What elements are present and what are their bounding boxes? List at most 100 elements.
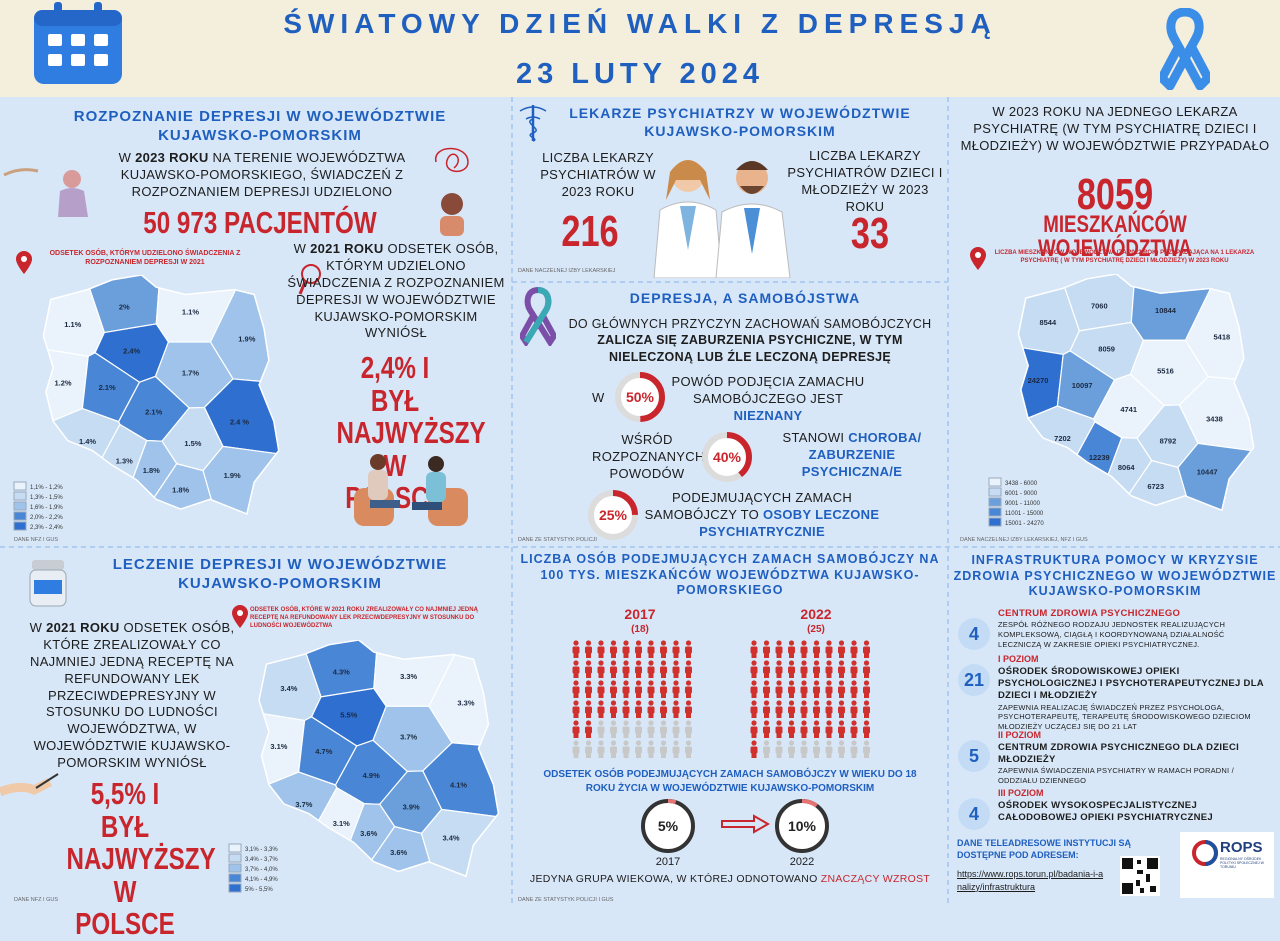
legs bbox=[573, 653, 579, 658]
legend-label: 4,1% - 4,9% bbox=[245, 877, 278, 883]
body bbox=[775, 686, 783, 694]
legs bbox=[623, 733, 629, 738]
body bbox=[850, 726, 858, 734]
region-label: 3.3% bbox=[400, 672, 417, 681]
person-icon bbox=[813, 660, 820, 678]
head bbox=[660, 640, 667, 646]
country-outline bbox=[42, 275, 280, 515]
person-icon bbox=[763, 660, 770, 678]
legs bbox=[623, 693, 629, 698]
legs bbox=[686, 673, 691, 678]
person-icon bbox=[660, 640, 667, 658]
person-icon bbox=[813, 720, 820, 738]
head bbox=[573, 700, 579, 706]
body bbox=[788, 706, 795, 714]
legs bbox=[573, 733, 579, 738]
head bbox=[573, 680, 579, 686]
level: II POZIOM bbox=[998, 730, 1042, 740]
year: 2017 bbox=[655, 856, 681, 868]
treatment-text: W 2021 ROKU ODSETEK OSÓB, KTÓRE ZREALIZO… bbox=[18, 620, 246, 772]
person-icon bbox=[813, 740, 820, 758]
legs bbox=[686, 713, 691, 718]
body bbox=[813, 726, 820, 734]
body bbox=[635, 666, 642, 674]
legend-label: 3,7% - 4,0% bbox=[245, 867, 278, 873]
legs bbox=[776, 753, 782, 758]
legs bbox=[764, 753, 769, 758]
legs bbox=[636, 713, 641, 718]
body bbox=[647, 726, 655, 734]
body bbox=[610, 706, 617, 714]
legs bbox=[839, 693, 844, 698]
body bbox=[750, 726, 758, 734]
person-icon bbox=[647, 720, 655, 738]
person-icon bbox=[622, 700, 630, 718]
donut-arc bbox=[615, 372, 665, 422]
magnifier-icon bbox=[298, 264, 321, 295]
url[interactable]: https://www.rops.torun.pl/badania-i-anal… bbox=[957, 869, 1104, 892]
region bbox=[1018, 274, 1081, 356]
legend-label: 5% - 5,5% bbox=[245, 887, 273, 893]
person-icon bbox=[863, 720, 870, 738]
treatment-highlight: 5,5% I BYŁ NAJWYŻSZY W POLSCE bbox=[50, 777, 216, 941]
country-outline bbox=[258, 640, 500, 878]
region-label: 8059 bbox=[1098, 345, 1115, 354]
head bbox=[751, 720, 757, 726]
source: DANE NFZ I GUS bbox=[14, 537, 59, 543]
legs bbox=[648, 673, 654, 678]
body bbox=[672, 746, 680, 754]
region-label: 1.1% bbox=[64, 320, 81, 329]
person-icon bbox=[622, 660, 630, 678]
legs bbox=[789, 673, 794, 678]
head bbox=[685, 640, 692, 646]
body bbox=[850, 746, 858, 754]
legs bbox=[839, 713, 844, 718]
region-label: 3.9% bbox=[403, 802, 420, 811]
legs bbox=[839, 673, 844, 678]
children-label: LICZBA LEKARZY PSYCHIATRÓW DZIECI I MŁOD… bbox=[787, 148, 943, 214]
legend-label: 11001 - 15000 bbox=[1005, 511, 1044, 517]
body bbox=[788, 746, 795, 754]
person-icon bbox=[597, 660, 605, 678]
person-icon bbox=[800, 700, 808, 718]
person-icon bbox=[585, 680, 592, 698]
legs bbox=[801, 693, 807, 698]
unit: MIESZKAŃCÓW WOJEWÓDZTWA bbox=[1038, 211, 1192, 262]
legs bbox=[851, 653, 857, 658]
text: 2021 ROKU bbox=[310, 241, 384, 256]
person-icon bbox=[838, 700, 845, 718]
legs bbox=[648, 733, 654, 738]
person-icon bbox=[863, 640, 870, 658]
head bbox=[776, 740, 782, 746]
legend-label: 3,4% - 3,7% bbox=[245, 857, 278, 863]
legend-swatch bbox=[988, 517, 1002, 527]
legs bbox=[751, 693, 757, 698]
legs bbox=[839, 653, 844, 658]
suicide-intro: DO GŁÓWNYCH PRZYCZYN ZACHOWAŃ SAMOBÓJCZY… bbox=[555, 316, 945, 365]
infra-title: INFRASTRUKTURA POMOCY W KRYZYSIE ZDROWIA… bbox=[953, 553, 1277, 599]
per-doctor-unit: MIESZKAŃCÓW WOJEWÓDZTWA bbox=[960, 213, 1270, 261]
legs bbox=[826, 693, 832, 698]
head bbox=[598, 660, 604, 666]
adults-value: 216 bbox=[535, 210, 645, 254]
head bbox=[673, 720, 679, 726]
legend-swatch bbox=[228, 873, 242, 883]
body bbox=[685, 666, 692, 674]
head bbox=[598, 680, 604, 686]
caduceus-icon bbox=[519, 105, 547, 142]
stat-text: PODEJMUJĄCYCH ZAMACH SAMOBÓJCZY TO OSOBY… bbox=[642, 490, 882, 541]
legs bbox=[661, 653, 666, 658]
map-caption: ODSETEK OSÓB, KTÓRE W 2021 ROKU ZREALIZO… bbox=[250, 607, 478, 630]
region-label: 4741 bbox=[1120, 405, 1137, 414]
children-value: 33 bbox=[815, 212, 925, 256]
people-icons bbox=[572, 640, 870, 758]
body bbox=[800, 646, 808, 654]
legs bbox=[673, 653, 679, 658]
highlight: NIEZNANY bbox=[733, 407, 803, 423]
head bbox=[863, 640, 870, 646]
logo: ROPS bbox=[1220, 839, 1263, 856]
head bbox=[598, 640, 604, 646]
per-doctor-value: 8059 bbox=[1010, 173, 1220, 217]
person-icon bbox=[660, 720, 667, 738]
person-icon bbox=[660, 700, 667, 718]
